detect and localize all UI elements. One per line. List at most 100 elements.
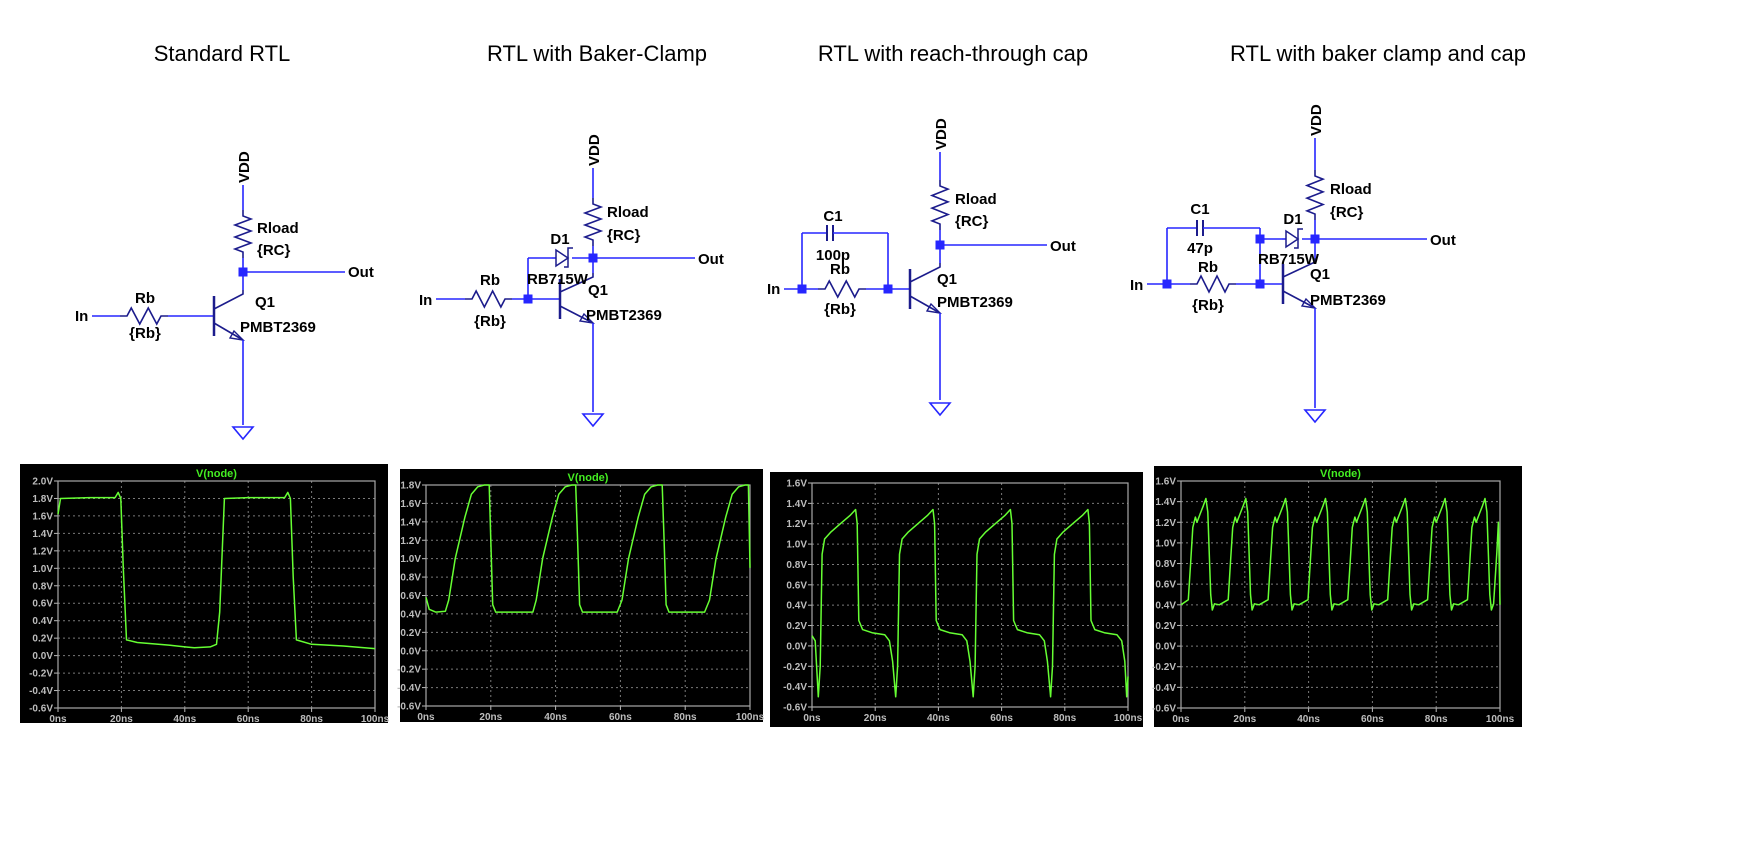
y-tick-label: 0.8V (400, 573, 421, 584)
in-label: In (419, 292, 432, 309)
y-tick-label: 1.0V (400, 554, 421, 565)
out-label: Out (698, 251, 724, 268)
y-tick-label: 0.6V (786, 580, 807, 591)
in-label: In (1130, 277, 1143, 294)
rb-value: {Rb} (474, 313, 506, 330)
vdd-label: VDD (586, 134, 603, 166)
transistor-model: PMBT2369 (1310, 292, 1386, 309)
plot-frame (811, 482, 1129, 708)
y-tick-label: -0.2V (397, 665, 421, 676)
emitter-arrow-icon (578, 312, 596, 325)
emitter-arrow-icon (925, 302, 943, 315)
y-tick-label: 0.4V (32, 616, 53, 627)
ground-icon (1303, 409, 1327, 424)
transistor-collector (559, 273, 594, 293)
rb-label: Rb (830, 261, 850, 278)
y-tick-label: -0.2V (29, 669, 53, 680)
ground-icon (928, 402, 952, 417)
y-tick-label: -0.2V (1152, 662, 1176, 673)
x-tick-label: 20ns (110, 714, 133, 725)
x-tick-label: 0ns (417, 712, 435, 723)
y-tick-label: 1.6V (1155, 477, 1176, 488)
in-label: In (767, 281, 780, 298)
x-tick-label: 100ns (361, 714, 390, 725)
diode-icon (555, 248, 570, 268)
transistor-collector (213, 290, 244, 310)
y-tick-label: 1.2V (1155, 518, 1176, 529)
y-tick-label: 1.6V (786, 479, 807, 490)
y-tick-label: 0.4V (1155, 600, 1176, 611)
diode-icon (1285, 229, 1300, 249)
rload-label: Rload (1330, 181, 1372, 198)
y-tick-label: 1.2V (786, 519, 807, 530)
schottky-bar (1294, 228, 1303, 249)
y-tick-label: 1.2V (32, 546, 53, 557)
waveform-plot: 1.6V 1.4V 1.2V 1.0V 0.8V 0.6V 0.4V 0.2V 0.0V -0.2… (770, 472, 1143, 727)
emitter-arrow-icon (1300, 297, 1318, 310)
x-tick-label: 40ns (927, 713, 950, 724)
y-tick-label: 0.6V (1155, 580, 1176, 591)
resistor-symbol (232, 210, 254, 258)
capacitor-label: C1 (823, 208, 842, 225)
y-tick-label: 1.4V (400, 517, 421, 528)
ground-icon (231, 426, 255, 441)
diode-model: RB715W (527, 271, 589, 288)
transistor-model: PMBT2369 (586, 307, 662, 324)
resistor-symbol (465, 289, 512, 309)
schematics: VDD Out In Rb {Rb} Rload {RC} Q1 PMBT2369 VDD Out I… (75, 104, 1456, 441)
y-tick-label: 0.2V (1155, 621, 1176, 632)
y-tick-label: -0.2V (783, 662, 807, 673)
diode-model: RB715W (1258, 251, 1320, 268)
y-tick-label: 0.6V (400, 591, 421, 602)
plot-frame (57, 480, 376, 709)
waveform-plot: 2.0V 1.8V 1.6V 1.4V 1.2V 1.0V 0.8V 0.6V 0.4V 0.2V… (20, 464, 390, 725)
transistor-emitter (1282, 290, 1316, 309)
plot-title: V(node) (196, 468, 237, 480)
transistor-collector (1282, 258, 1316, 278)
diode-label: D1 (1283, 211, 1302, 228)
transistor-label: Q1 (1310, 266, 1330, 283)
rload-value: {RC} (955, 213, 989, 230)
out-label: Out (1430, 232, 1456, 249)
diode-label: D1 (550, 231, 569, 248)
vdd-label: VDD (236, 151, 253, 183)
y-tick-label: 1.2V (400, 536, 421, 547)
x-tick-label: 80ns (1053, 713, 1076, 724)
rload-label: Rload (257, 220, 299, 237)
in-label: In (75, 308, 88, 325)
x-tick-label: 80ns (674, 712, 697, 723)
rload-value: {RC} (257, 242, 291, 259)
y-tick-label: 1.6V (32, 511, 53, 522)
voltage-trace (425, 484, 751, 613)
y-tick-label: 0.0V (786, 641, 807, 652)
resistor-symbol (818, 279, 866, 299)
x-tick-label: 40ns (1297, 714, 1320, 725)
y-tick-label: 0.0V (32, 651, 53, 662)
rload-label: Rload (955, 191, 997, 208)
y-tick-label: 0.2V (786, 621, 807, 632)
y-tick-label: 0.8V (32, 581, 53, 592)
transistor-emitter (909, 295, 941, 314)
y-tick-label: -0.4V (397, 683, 421, 694)
rload-value: {RC} (607, 227, 641, 244)
x-tick-label: 100ns (736, 712, 765, 723)
waveform-plots: 2.0V 1.8V 1.6V 1.4V 1.2V 1.0V 0.8V 0.6V 0.4V 0.2V… (20, 464, 1522, 727)
ground-icon (581, 413, 605, 428)
x-tick-label: 40ns (173, 714, 196, 725)
plot-background (1154, 466, 1522, 727)
rb-value: {Rb} (824, 301, 856, 318)
y-tick-label: 0.4V (786, 601, 807, 612)
voltage-trace (1180, 497, 1501, 611)
transistor-label: Q1 (255, 294, 275, 311)
transistor-model: PMBT2369 (240, 319, 316, 336)
plot-background (770, 472, 1143, 727)
y-tick-label: -0.4V (29, 686, 53, 697)
voltage-trace (57, 491, 376, 650)
y-tick-label: 1.4V (32, 529, 53, 540)
capacitor-value: 100p (816, 247, 850, 264)
x-tick-label: 60ns (237, 714, 260, 725)
plot-title: V(node) (1320, 468, 1361, 480)
